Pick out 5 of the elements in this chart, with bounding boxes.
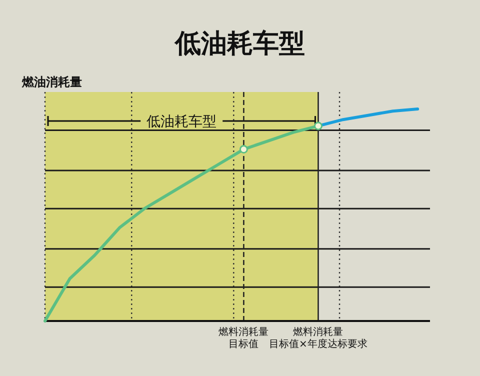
text: 燃料消耗量目标值 bbox=[218, 326, 269, 350]
y-axis-title: 燃油消耗量 bbox=[21, 75, 82, 89]
text: 燃料消耗量目标值×年度达标要求 bbox=[269, 326, 368, 350]
annotation: 低油耗车型 bbox=[146, 114, 217, 130]
chart-title: 低油耗车型 bbox=[174, 29, 305, 59]
